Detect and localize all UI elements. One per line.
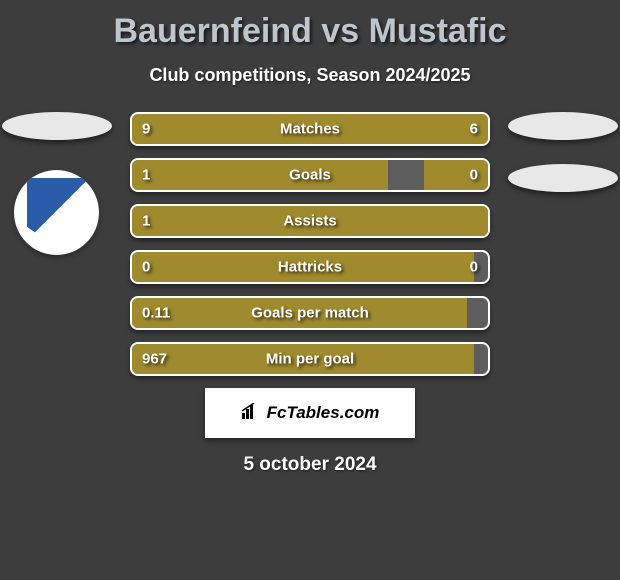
stat-value-left: 967 xyxy=(142,351,167,368)
player-photo-placeholder-right-1 xyxy=(508,112,618,140)
stat-label: Hattricks xyxy=(278,259,342,276)
stat-label: Min per goal xyxy=(266,351,354,368)
stat-row: 0 Hattricks 0 xyxy=(130,250,490,284)
right-player-column xyxy=(508,112,618,192)
bar-left xyxy=(132,160,388,190)
player-photo-placeholder-left xyxy=(2,112,112,140)
stat-label: Assists xyxy=(283,213,336,230)
stat-rows: 9 Matches 6 1 Goals 0 1 Assists 0 Hattricks 0 0.11 G… xyxy=(130,112,490,376)
club-badge-left xyxy=(14,170,99,255)
player-photo-placeholder-right-2 xyxy=(508,164,618,192)
left-player-column xyxy=(2,112,112,255)
stat-label: Goals xyxy=(289,167,331,184)
stat-row: 0.11 Goals per match xyxy=(130,296,490,330)
infographic-container: Bauernfeind vs Mustafic Club competition… xyxy=(0,0,620,484)
stat-value-left: 0.11 xyxy=(142,305,170,322)
stat-row: 967 Min per goal xyxy=(130,342,490,376)
brand-box: FcTables.com xyxy=(205,388,415,438)
bar-right xyxy=(346,114,488,144)
stat-row: 1 Assists xyxy=(130,204,490,238)
subtitle: Club competitions, Season 2024/2025 xyxy=(0,65,620,86)
stat-value-right: 0 xyxy=(470,167,478,184)
brand-label: FcTables.com xyxy=(267,403,380,423)
brand-text: FcTables.com xyxy=(241,403,380,424)
stat-label: Goals per match xyxy=(251,305,369,322)
chart-icon xyxy=(241,403,261,424)
stat-value-left: 1 xyxy=(142,213,150,230)
stat-label: Matches xyxy=(280,121,340,138)
stat-value-left: 0 xyxy=(142,259,150,276)
stat-value-right: 6 xyxy=(470,121,478,138)
badge-shield-icon xyxy=(27,178,87,248)
page-title: Bauernfeind vs Mustafic xyxy=(0,12,620,51)
stat-row: 9 Matches 6 xyxy=(130,112,490,146)
stat-value-right: 0 xyxy=(470,259,478,276)
bar-right xyxy=(424,160,488,190)
stats-area: 9 Matches 6 1 Goals 0 1 Assists 0 Hattricks 0 0.11 G… xyxy=(0,112,620,376)
stat-value-left: 1 xyxy=(142,167,150,184)
stat-row: 1 Goals 0 xyxy=(130,158,490,192)
stat-value-left: 9 xyxy=(142,121,150,138)
date-text: 5 october 2024 xyxy=(0,454,620,476)
